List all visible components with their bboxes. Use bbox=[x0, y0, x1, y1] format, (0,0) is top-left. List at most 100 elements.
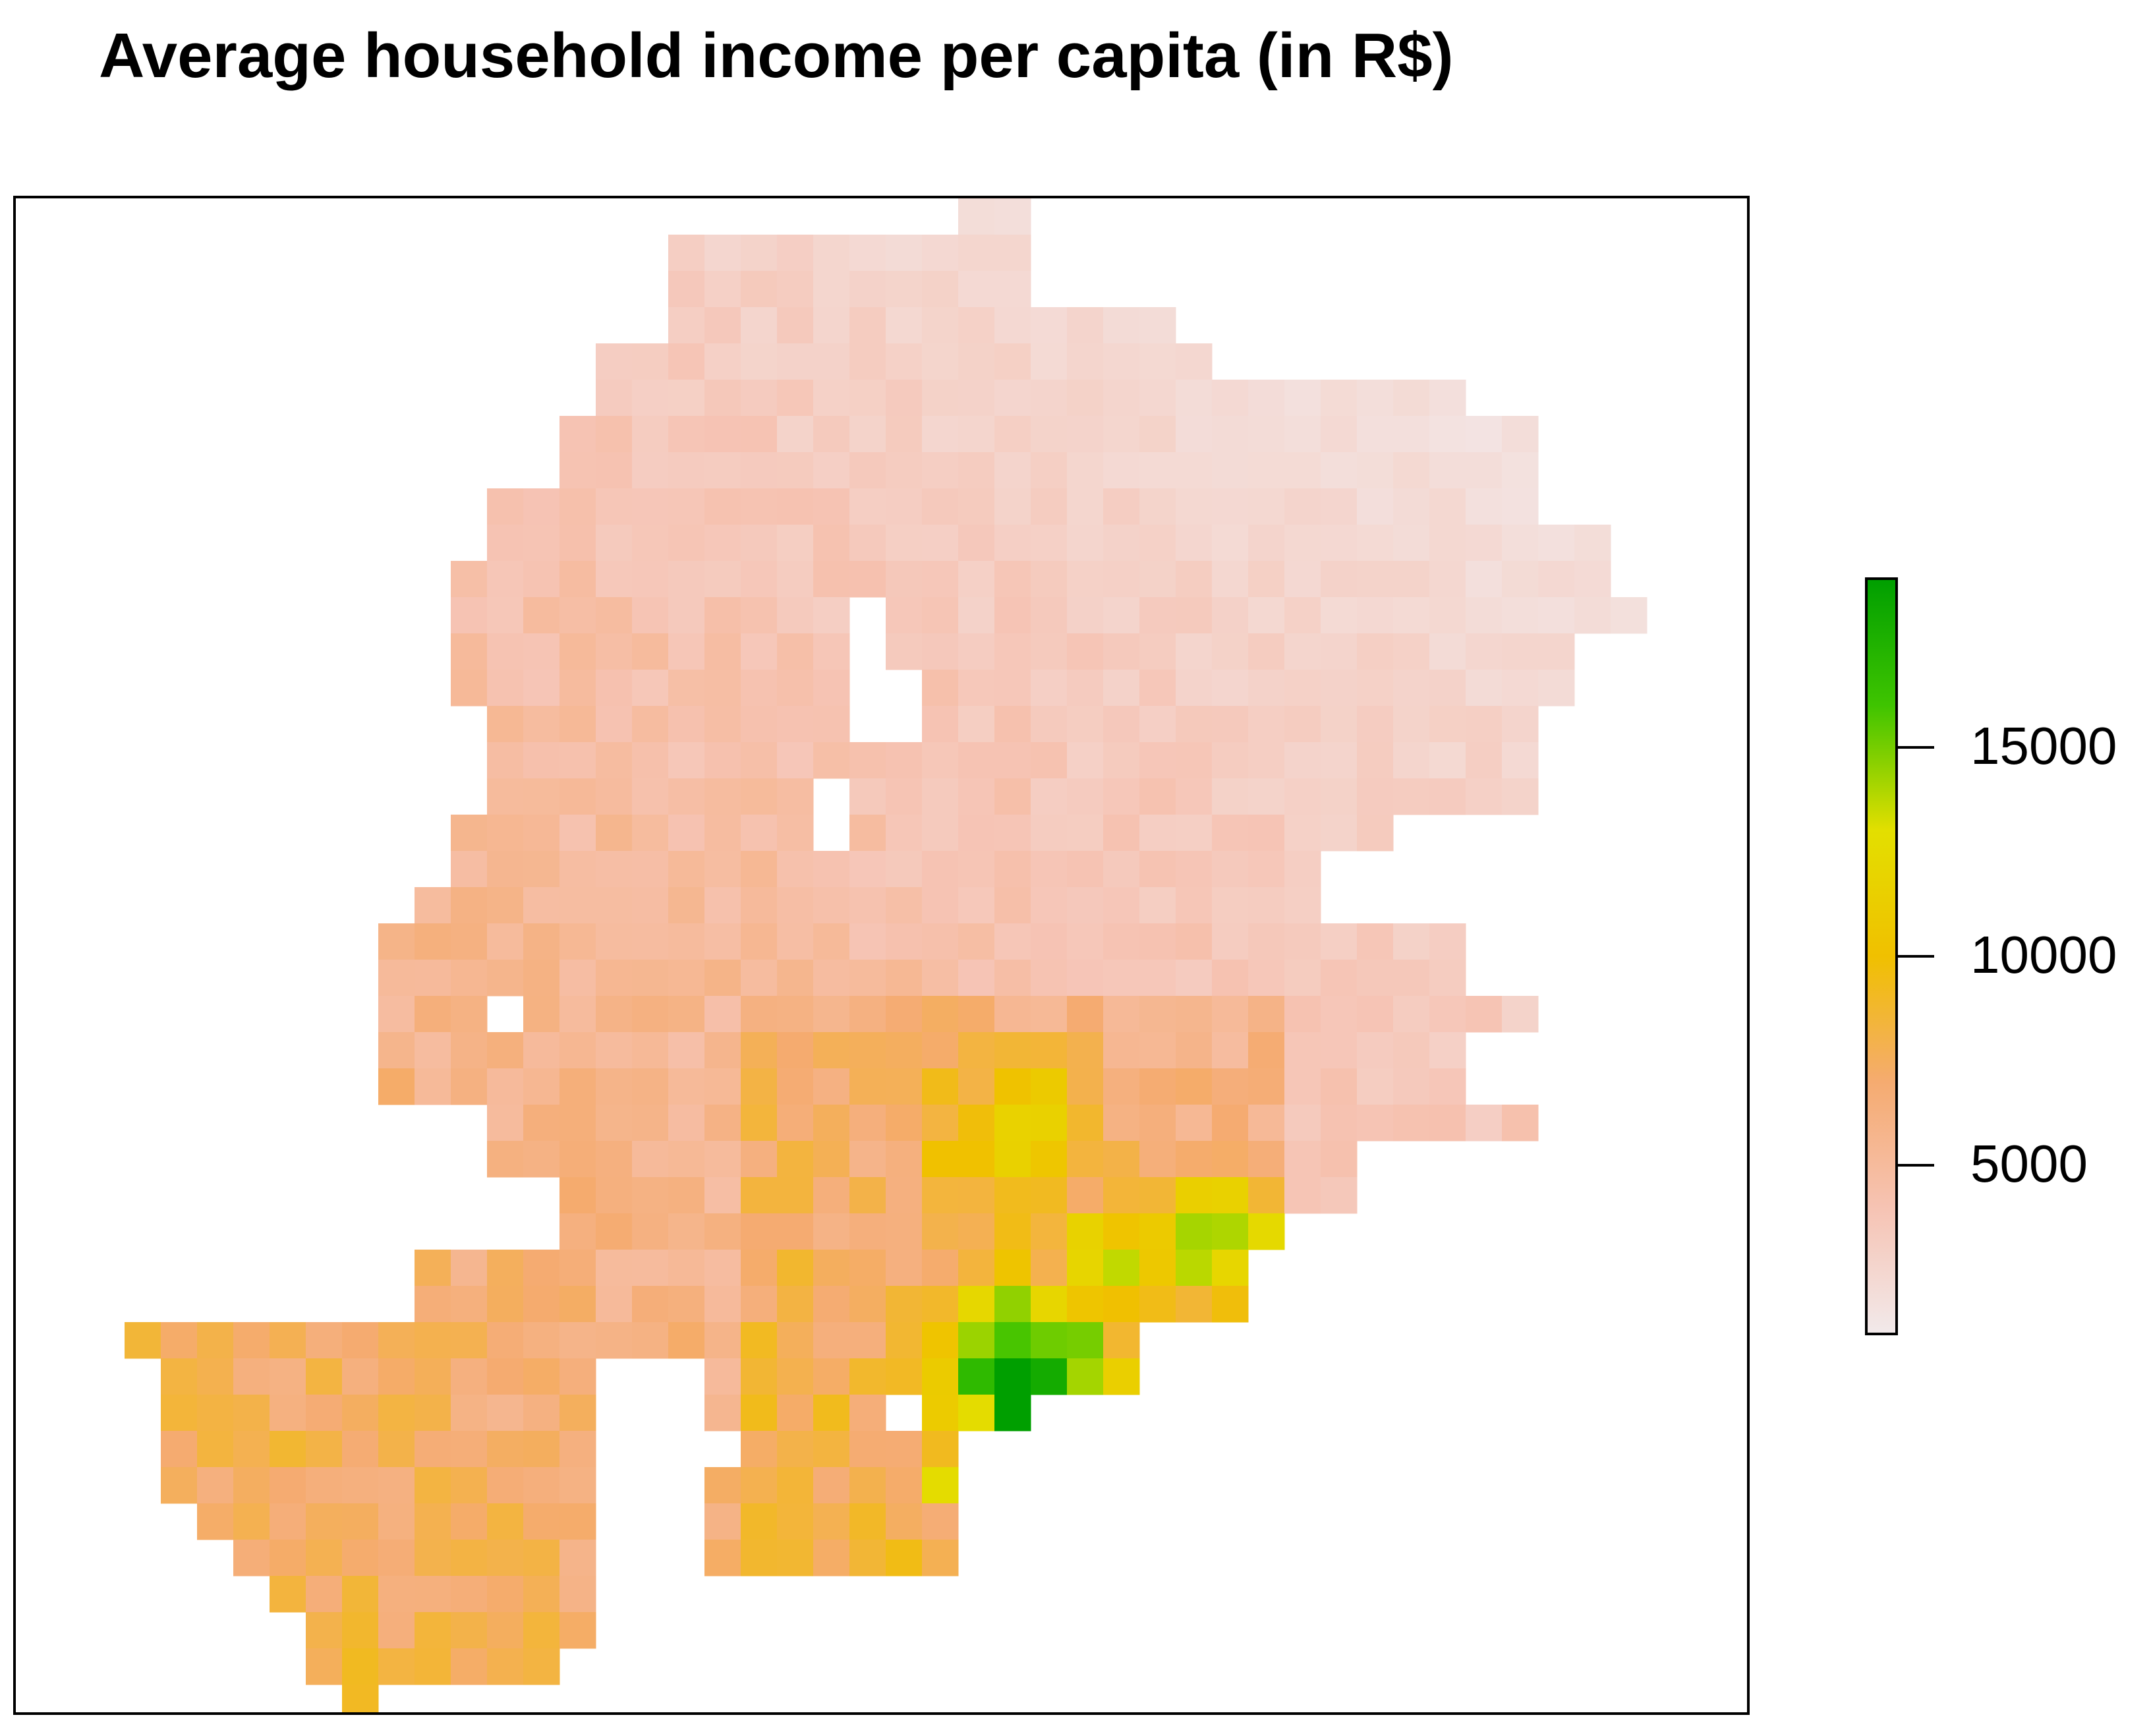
raster-cell bbox=[958, 633, 995, 670]
raster-cell bbox=[886, 1177, 923, 1214]
raster-cell bbox=[1212, 778, 1249, 815]
raster-cell bbox=[1284, 597, 1321, 634]
raster-cell bbox=[958, 343, 995, 380]
raster-cell bbox=[1103, 960, 1140, 997]
raster-cell bbox=[668, 670, 705, 707]
raster-cell bbox=[1284, 561, 1321, 598]
raster-cell bbox=[958, 525, 995, 562]
raster-cell bbox=[596, 996, 633, 1033]
raster-cell bbox=[596, 416, 633, 453]
raster-cell bbox=[741, 307, 778, 344]
raster-cell bbox=[1031, 380, 1068, 417]
raster-cell bbox=[813, 742, 850, 779]
raster-cell bbox=[632, 416, 669, 453]
raster-cell bbox=[342, 1358, 379, 1395]
raster-cell bbox=[741, 706, 778, 743]
raster-cell bbox=[559, 1141, 596, 1178]
legend-tick-label: 15000 bbox=[1970, 716, 2117, 775]
raster-cell bbox=[1031, 307, 1068, 344]
raster-cell bbox=[1357, 1032, 1394, 1069]
raster-cell bbox=[1357, 561, 1394, 598]
raster-cell bbox=[1139, 887, 1176, 924]
raster-cell bbox=[886, 923, 923, 960]
raster-cell bbox=[161, 1322, 198, 1359]
raster-cell bbox=[306, 1467, 343, 1504]
raster-cell bbox=[632, 1286, 669, 1323]
raster-cell bbox=[958, 1105, 995, 1142]
raster-cell bbox=[813, 1068, 850, 1105]
raster-cell bbox=[704, 923, 741, 960]
raster-cell bbox=[1321, 670, 1358, 707]
raster-cell bbox=[1248, 960, 1285, 997]
raster-cell bbox=[559, 923, 596, 960]
raster-cell bbox=[777, 380, 814, 417]
raster-cell bbox=[994, 525, 1031, 562]
raster-cell bbox=[668, 343, 705, 380]
raster-cell bbox=[451, 851, 488, 888]
raster-cell bbox=[668, 923, 705, 960]
raster-cell bbox=[596, 923, 633, 960]
raster-cell bbox=[1429, 488, 1466, 525]
raster-cell bbox=[849, 1286, 886, 1323]
raster-cell bbox=[1067, 923, 1104, 960]
raster-cell bbox=[1103, 380, 1140, 417]
raster-cell bbox=[270, 1576, 306, 1613]
raster-cell bbox=[1393, 670, 1430, 707]
raster-cell bbox=[487, 1032, 524, 1069]
raster-cell bbox=[1466, 488, 1503, 525]
raster-cell bbox=[1031, 1322, 1068, 1359]
raster-cell bbox=[125, 1322, 161, 1359]
raster-cell bbox=[668, 633, 705, 670]
raster-cell bbox=[451, 670, 488, 707]
raster-cell bbox=[1574, 597, 1611, 634]
raster-cell bbox=[1139, 416, 1176, 453]
raster-cell bbox=[1031, 996, 1068, 1033]
raster-cell bbox=[487, 887, 524, 924]
raster-cell bbox=[1393, 923, 1430, 960]
raster-cell bbox=[704, 1105, 741, 1142]
raster-cell bbox=[1502, 416, 1539, 453]
raster-cell bbox=[1212, 742, 1249, 779]
raster-cell bbox=[1321, 778, 1358, 815]
raster-cell bbox=[777, 1431, 814, 1468]
raster-cell bbox=[849, 960, 886, 997]
raster-cell bbox=[994, 1286, 1031, 1323]
raster-cell bbox=[1176, 996, 1213, 1033]
raster-cell bbox=[849, 778, 886, 815]
raster-cell bbox=[1139, 1177, 1176, 1214]
raster-cell bbox=[1212, 960, 1249, 997]
raster-cell bbox=[523, 815, 560, 852]
raster-cell bbox=[741, 1286, 778, 1323]
raster-cell bbox=[451, 1431, 488, 1468]
raster-cell bbox=[632, 633, 669, 670]
raster-cell bbox=[1284, 1032, 1321, 1069]
raster-cell bbox=[1103, 1032, 1140, 1069]
raster-cell bbox=[886, 416, 923, 453]
raster-cell bbox=[451, 1286, 488, 1323]
raster-cell bbox=[922, 1286, 959, 1323]
raster-cell bbox=[1321, 1141, 1358, 1178]
raster-cell bbox=[886, 1286, 923, 1323]
raster-cell bbox=[922, 380, 959, 417]
raster-cell bbox=[1067, 851, 1104, 888]
raster-cell bbox=[632, 488, 669, 525]
raster-cell bbox=[596, 561, 633, 598]
raster-cell bbox=[559, 561, 596, 598]
raster-cell bbox=[1212, 670, 1249, 707]
raster-cell bbox=[958, 1250, 995, 1287]
raster-cell bbox=[922, 706, 959, 743]
raster-cell bbox=[523, 1250, 560, 1287]
raster-cell bbox=[668, 1032, 705, 1069]
raster-cell bbox=[559, 597, 596, 634]
raster-cell bbox=[668, 1141, 705, 1178]
raster-cell bbox=[1321, 996, 1358, 1033]
raster-cell bbox=[487, 1286, 524, 1323]
raster-cell bbox=[596, 488, 633, 525]
raster-cell bbox=[415, 1286, 451, 1323]
raster-cell bbox=[1067, 1286, 1104, 1323]
raster-cell bbox=[1067, 996, 1104, 1033]
raster-cell bbox=[559, 851, 596, 888]
raster-cell bbox=[197, 1431, 234, 1468]
raster-cell bbox=[777, 851, 814, 888]
raster-cell bbox=[813, 633, 850, 670]
